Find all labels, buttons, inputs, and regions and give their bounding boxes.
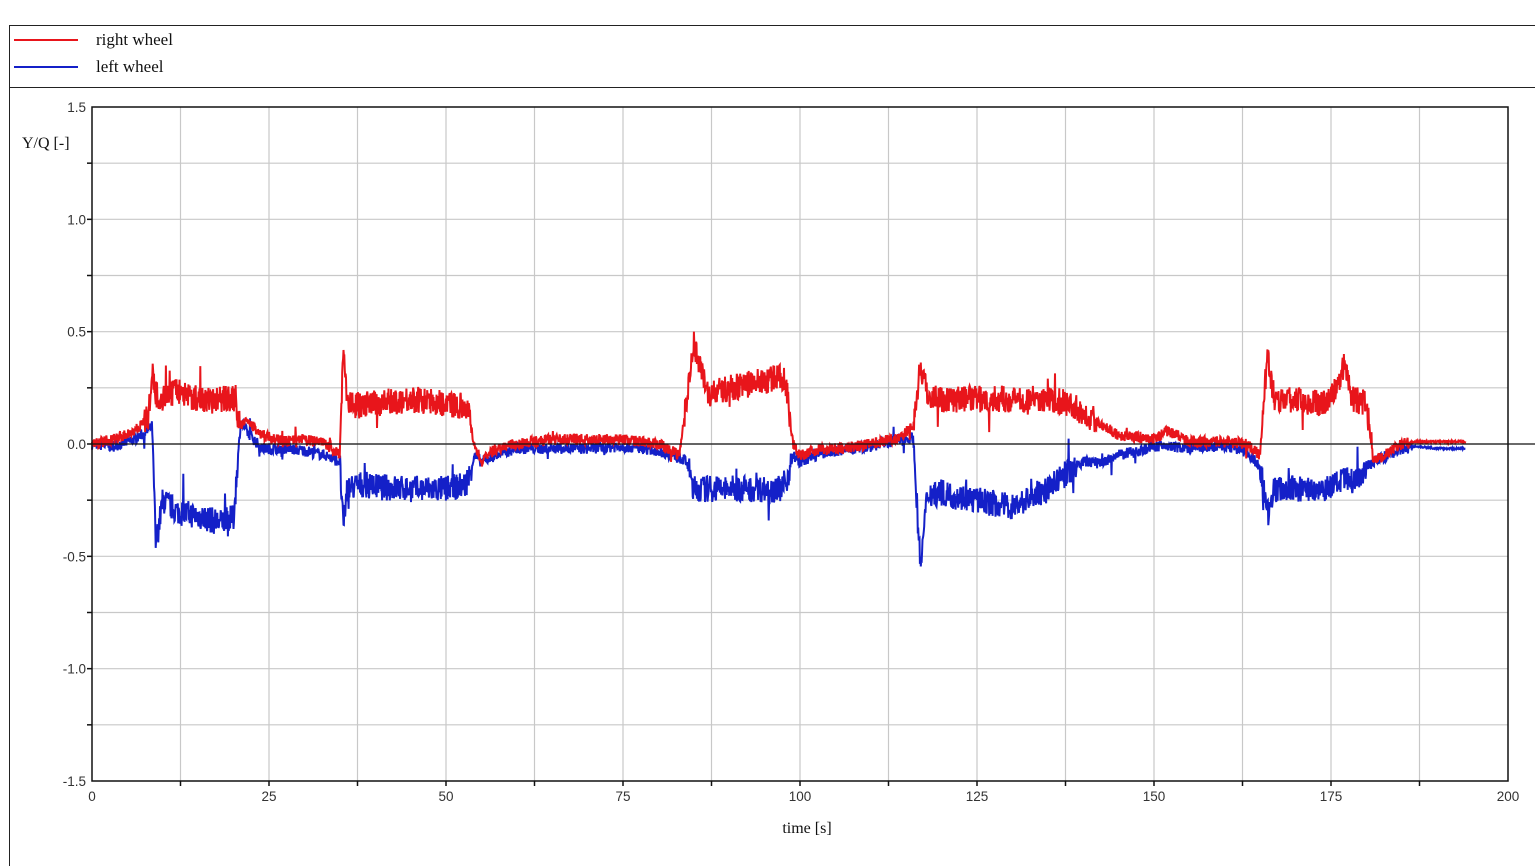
y-tick-label: -1.5 bbox=[63, 774, 86, 789]
y-tick-label: 1.5 bbox=[67, 100, 86, 115]
x-tick-label: 100 bbox=[789, 789, 812, 804]
x-tick-label: 200 bbox=[1497, 789, 1520, 804]
chart-frame bbox=[9, 25, 1535, 866]
legend-swatch-right-wheel bbox=[14, 39, 78, 41]
legend-item-left-wheel: left wheel bbox=[14, 57, 164, 77]
x-tick-label: 50 bbox=[438, 789, 453, 804]
y-tick-label: 0.0 bbox=[67, 437, 86, 452]
x-tick-label: 0 bbox=[88, 789, 96, 804]
legend-label: right wheel bbox=[96, 30, 173, 49]
data-series bbox=[91, 331, 1467, 567]
y-axis-title: Y/Q [-] bbox=[22, 135, 70, 152]
y-tick-label: -0.5 bbox=[63, 549, 86, 564]
x-tick-label: 75 bbox=[615, 789, 630, 804]
x-tick-label: 175 bbox=[1320, 789, 1343, 804]
y-tick-label: -1.0 bbox=[63, 662, 86, 677]
series-line-left-wheel bbox=[91, 417, 1466, 567]
x-tick-label: 125 bbox=[966, 789, 989, 804]
axis-ticks: 0 25 50 75 100 125 150 175 200 1.5 1.0 0.5 0.0 -0.5 -1… bbox=[63, 100, 1520, 804]
legend-item-right-wheel: right wheel bbox=[14, 30, 173, 50]
legend-swatch-left-wheel bbox=[14, 66, 78, 68]
x-axis-title: time [s] bbox=[782, 820, 831, 837]
legend-label: left wheel bbox=[96, 57, 164, 76]
x-tick-label: 25 bbox=[261, 789, 276, 804]
series-line-right-wheel bbox=[91, 331, 1467, 467]
y-tick-label: 1.0 bbox=[67, 212, 86, 227]
y-tick-label: 0.5 bbox=[67, 325, 86, 340]
legend-divider bbox=[9, 87, 1535, 88]
x-tick-label: 150 bbox=[1143, 789, 1166, 804]
